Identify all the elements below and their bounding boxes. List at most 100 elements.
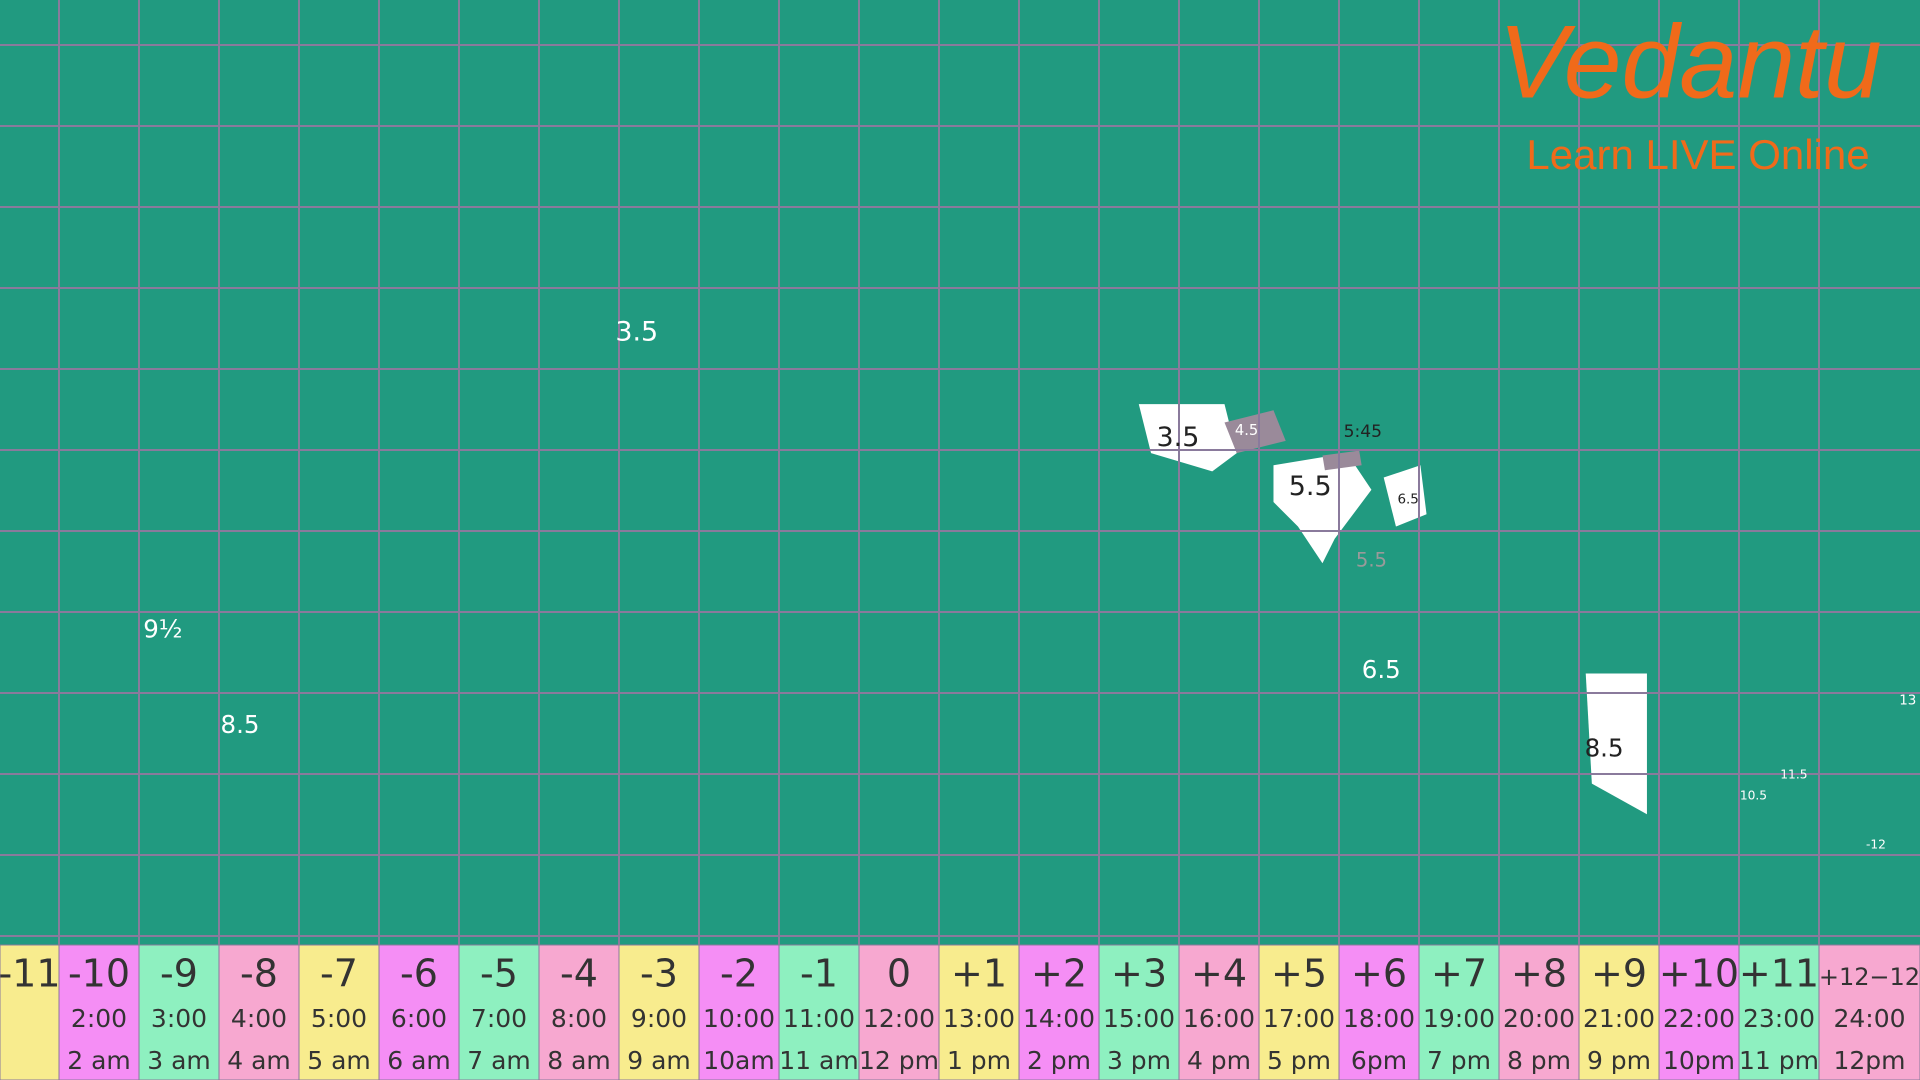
zone-cell bbox=[1178, 944, 1260, 1080]
map-label: 6.5 bbox=[1362, 655, 1401, 684]
zone-time-24h: 7:00 bbox=[471, 1004, 527, 1033]
zone-time-24h: 21:00 bbox=[1583, 1004, 1655, 1033]
map-label: 8.5 bbox=[221, 710, 260, 739]
zone-time-24h: 15:00 bbox=[1103, 1004, 1175, 1033]
zone-time-12h: 8 pm bbox=[1507, 1046, 1571, 1075]
zone-cell bbox=[698, 944, 780, 1080]
zone-offset: 0 bbox=[887, 952, 911, 996]
zone-time-24h: 18:00 bbox=[1343, 1004, 1415, 1033]
zone-time-12h: 3 am bbox=[147, 1046, 211, 1075]
zone-time-24h: 6:00 bbox=[391, 1004, 447, 1033]
zone-offset: -5 bbox=[480, 952, 518, 996]
zone-time-12h: 9 am bbox=[627, 1046, 691, 1075]
zone-cell bbox=[1738, 944, 1820, 1080]
zone-time-24h: 13:00 bbox=[943, 1004, 1015, 1033]
zone-offset: +6 bbox=[1351, 952, 1407, 996]
zone-time-24h: 2:00 bbox=[71, 1004, 127, 1033]
zone-time-12h: 9 pm bbox=[1587, 1046, 1651, 1075]
zone-time-24h: 5:00 bbox=[311, 1004, 367, 1033]
zone-offset: -1 bbox=[800, 952, 838, 996]
zone-offset: +11 bbox=[1739, 952, 1819, 996]
map-label: 5.5 bbox=[1289, 471, 1332, 502]
special-zones bbox=[1138, 404, 1647, 815]
zone-offset: -2 bbox=[720, 952, 758, 996]
zone-time-12h: 12pm bbox=[1833, 1046, 1905, 1075]
zone-time-24h: 12:00 bbox=[863, 1004, 935, 1033]
zone-time-12h: 11 am bbox=[779, 1046, 858, 1075]
zone-cell bbox=[618, 944, 700, 1080]
zone-time-24h: 3:00 bbox=[151, 1004, 207, 1033]
zone-cell bbox=[1258, 944, 1340, 1080]
zone-time-12h: 12 pm bbox=[859, 1046, 939, 1075]
zone-time-12h: 7 pm bbox=[1427, 1046, 1491, 1075]
zone-offset: -10 bbox=[68, 952, 130, 996]
map-label: 10.5 bbox=[1740, 788, 1767, 802]
zone-offset: -8 bbox=[240, 952, 278, 996]
zone-offset: -11 bbox=[0, 952, 61, 996]
zone-time-24h: 11:00 bbox=[783, 1004, 855, 1033]
zone-offset: +9 bbox=[1591, 952, 1647, 996]
zone-time-12h: 4 am bbox=[227, 1046, 291, 1075]
zone-cell bbox=[1418, 944, 1500, 1080]
zone-time-12h: 11 pm bbox=[1739, 1046, 1819, 1075]
map-label: 13 bbox=[1899, 693, 1916, 708]
zone-time-24h: 19:00 bbox=[1423, 1004, 1495, 1033]
zone-cell bbox=[138, 944, 220, 1080]
map-label: 6.5 bbox=[1397, 493, 1418, 508]
map-label: 11.5 bbox=[1780, 768, 1807, 782]
zone-offset: +8 bbox=[1511, 952, 1567, 996]
map-label: 4.5 bbox=[1235, 422, 1258, 439]
zone-time-12h: 4 pm bbox=[1187, 1046, 1251, 1075]
zone-cell bbox=[1658, 944, 1740, 1080]
map-label: -12 bbox=[1866, 837, 1886, 851]
zone-time-12h: 1 pm bbox=[947, 1046, 1011, 1075]
zone-cell bbox=[1818, 944, 1920, 1080]
zone-time-24h: 20:00 bbox=[1503, 1004, 1575, 1033]
zone-cell bbox=[1338, 944, 1420, 1080]
zone-offset: -3 bbox=[640, 952, 678, 996]
zone-offset: +2 bbox=[1031, 952, 1087, 996]
zone-cell bbox=[938, 944, 1020, 1080]
zone-time-12h: 8 am bbox=[547, 1046, 611, 1075]
logo-tagline: Learn LIVE Online bbox=[1526, 131, 1869, 178]
zone-time-12h: 7 am bbox=[467, 1046, 531, 1075]
zone-time-24h: 8:00 bbox=[551, 1004, 607, 1033]
zone-offset: -4 bbox=[560, 952, 598, 996]
logo-title: Vedantu bbox=[1498, 4, 1882, 120]
zone-time-12h: 2 pm bbox=[1027, 1046, 1091, 1075]
zone-offset: +10 bbox=[1659, 952, 1739, 996]
map-label: 3.5 bbox=[1157, 422, 1200, 453]
zone-cell bbox=[58, 944, 140, 1080]
zone-offset: +1 bbox=[951, 952, 1007, 996]
grid bbox=[0, 0, 1920, 945]
zone-time-12h: 10pm bbox=[1663, 1046, 1735, 1075]
zone-offset: −12 bbox=[1869, 963, 1920, 991]
map-label: 9½ bbox=[143, 615, 182, 644]
zone-time-24h: 14:00 bbox=[1023, 1004, 1095, 1033]
zone-time-24h: 4:00 bbox=[231, 1004, 287, 1033]
zone-cell bbox=[778, 944, 860, 1080]
map-labels: 3.5 3.5 4.5 5:45 5.5 6.5 5.5 9½ 8.5 6.5 8.5 10.5 11.… bbox=[143, 317, 1916, 852]
map-label: 3.5 bbox=[615, 317, 658, 348]
zone-time-24h: 9:00 bbox=[631, 1004, 687, 1033]
zone-time-24h: 17:00 bbox=[1263, 1004, 1335, 1033]
zone-cell bbox=[298, 944, 380, 1080]
zone-time-12h: 3 pm bbox=[1107, 1046, 1171, 1075]
zone-time-24h: 23:00 bbox=[1743, 1004, 1815, 1033]
zone-time-12h: 6 am bbox=[387, 1046, 451, 1075]
zone-offset: +3 bbox=[1111, 952, 1167, 996]
zone-time-12h: 5 am bbox=[307, 1046, 371, 1075]
zone-cell bbox=[1018, 944, 1100, 1080]
zone-offset: +4 bbox=[1191, 952, 1247, 996]
zone-cell bbox=[378, 944, 460, 1080]
zone-offset: -9 bbox=[160, 952, 198, 996]
zone-cell bbox=[218, 944, 300, 1080]
zone-cell bbox=[1498, 944, 1580, 1080]
zone-time-24h: 24:00 bbox=[1833, 1004, 1905, 1033]
zone-cell bbox=[858, 944, 940, 1080]
map-label: 8.5 bbox=[1585, 733, 1624, 762]
zone-time-24h: 10:00 bbox=[703, 1004, 775, 1033]
zone-time-12h: 2 am bbox=[67, 1046, 131, 1075]
